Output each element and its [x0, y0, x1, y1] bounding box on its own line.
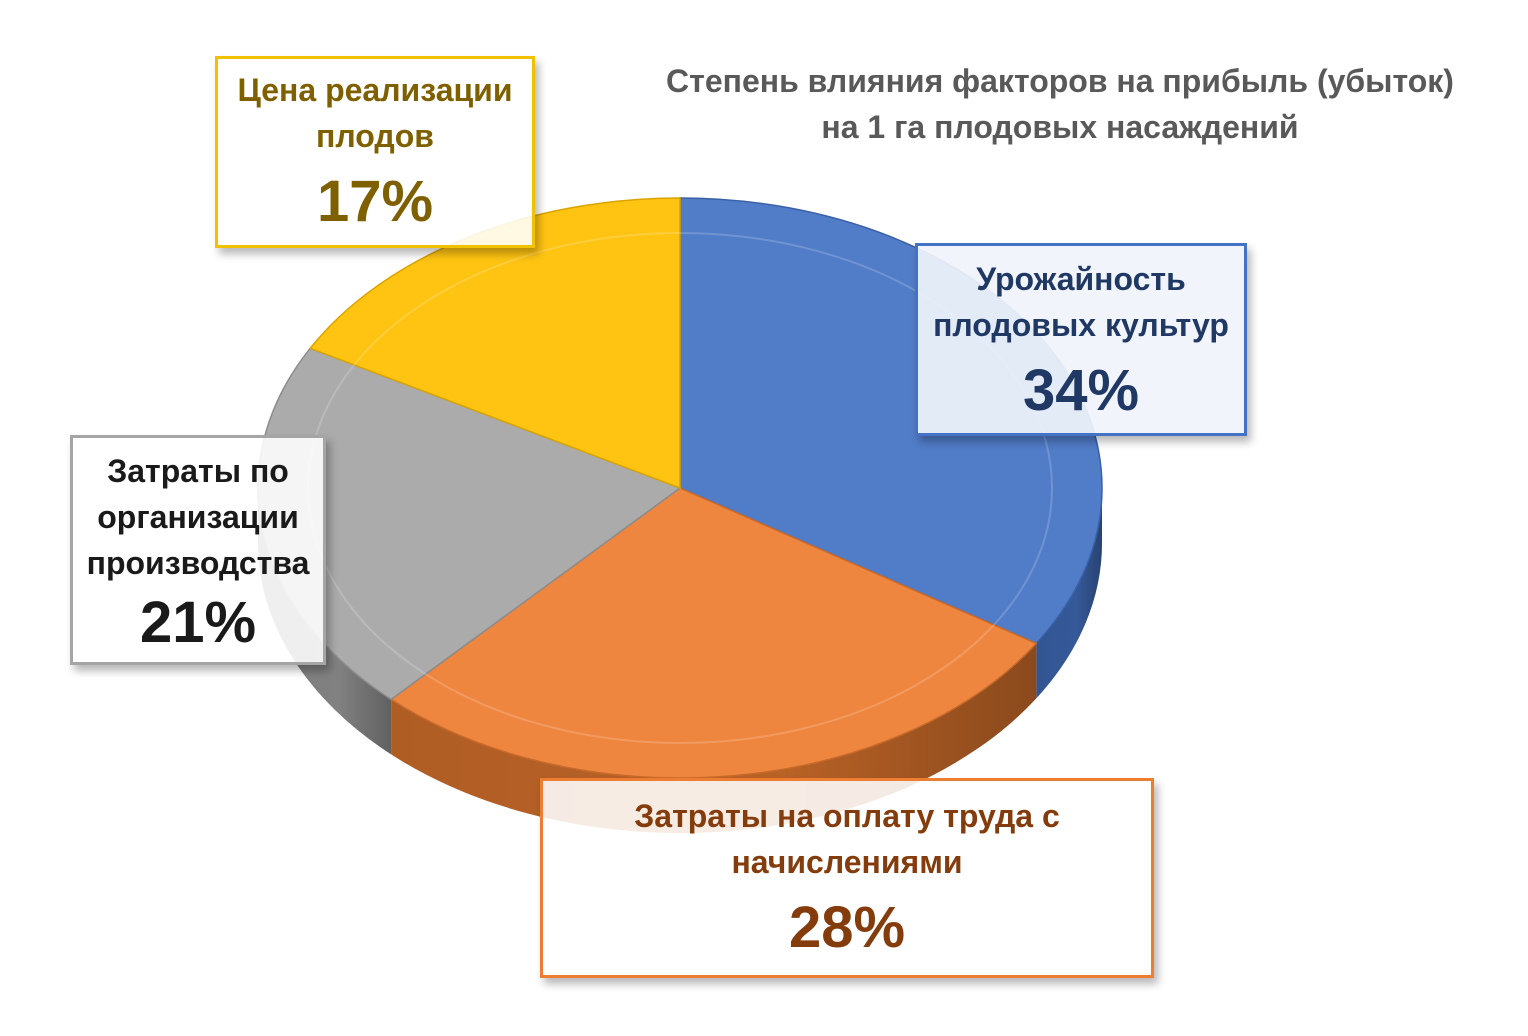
- data-label-name: Цена реализации плодов: [237, 72, 513, 154]
- data-label-labor-costs: Затраты на оплату труда с начислениями 2…: [540, 778, 1154, 978]
- chart-title-line-2: на 1 га плодовых насаждений: [821, 109, 1299, 145]
- data-label-percent: 21%: [139, 590, 257, 655]
- data-label-yield: Урожайность плодовых культур 34%: [915, 243, 1247, 436]
- data-label-name: Урожайность плодовых культур: [933, 261, 1229, 343]
- data-label-name: Затраты по организации производства: [86, 453, 310, 581]
- data-label-price: Цена реализации плодов 17%: [215, 56, 535, 248]
- data-label-production-costs: Затраты по организации производства 21%: [70, 435, 326, 665]
- data-label-percent: 34%: [1022, 358, 1140, 423]
- pie-side-shade-0: [1036, 488, 1102, 699]
- chart-title: Степень влияния факторов на прибыль (убы…: [630, 58, 1490, 150]
- pie-slice-затраты-на-оплату-труда-с-начислениями: [389, 487, 1038, 779]
- data-label-percent: 17%: [316, 169, 434, 234]
- data-label-percent: 28%: [788, 895, 906, 960]
- pie-side-shade-2: [258, 488, 392, 755]
- data-label-name: Затраты на оплату труда с начислениями: [634, 798, 1060, 880]
- chart-title-line-1: Степень влияния факторов на прибыль (убы…: [666, 63, 1454, 99]
